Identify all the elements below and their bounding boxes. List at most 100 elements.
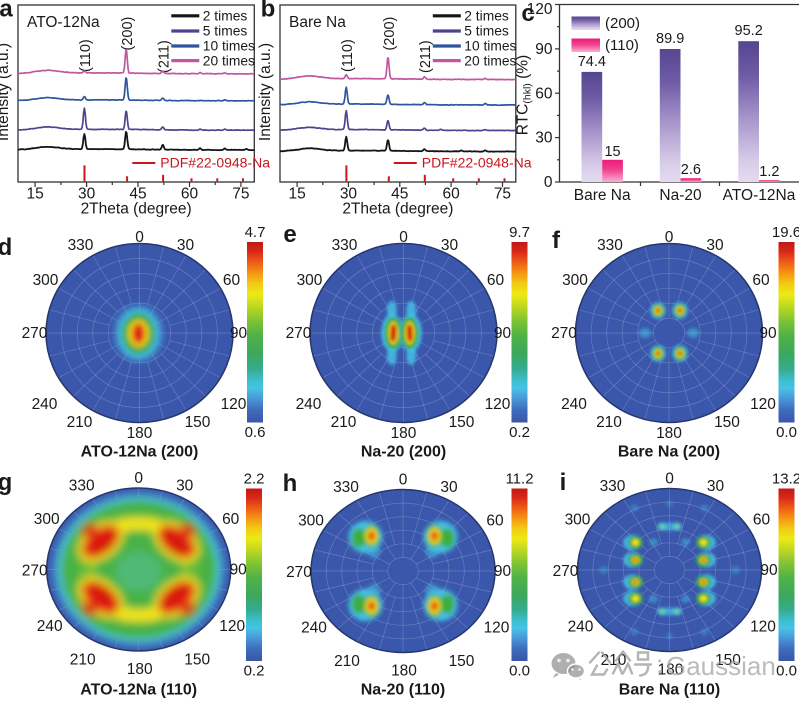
svg-text:0: 0 <box>665 471 674 488</box>
svg-text:2 times: 2 times <box>464 9 509 24</box>
svg-text:b: b <box>261 0 276 23</box>
svg-text:90: 90 <box>759 325 777 342</box>
svg-text:11.2: 11.2 <box>505 471 533 488</box>
svg-text:89.9: 89.9 <box>656 31 684 47</box>
svg-text:90: 90 <box>494 563 512 580</box>
svg-text:2 times: 2 times <box>203 9 248 24</box>
svg-text:d: d <box>0 234 12 261</box>
svg-text:0.6: 0.6 <box>245 424 266 441</box>
svg-text:30: 30 <box>441 237 459 254</box>
svg-text:19.6: 19.6 <box>772 224 799 241</box>
svg-text:0.2: 0.2 <box>244 663 265 680</box>
svg-text:95.2: 95.2 <box>735 23 763 39</box>
svg-text:75: 75 <box>494 186 511 203</box>
svg-text:30: 30 <box>177 237 195 254</box>
svg-text:210: 210 <box>70 652 96 669</box>
svg-text:Intensity (a.u.): Intensity (a.u.) <box>257 43 274 141</box>
svg-text:20 times: 20 times <box>464 53 516 68</box>
svg-text:180: 180 <box>391 663 417 680</box>
svg-text:330: 330 <box>68 237 94 254</box>
svg-text:330: 330 <box>333 479 359 496</box>
svg-text:300: 300 <box>297 272 323 289</box>
svg-text:(110): (110) <box>605 37 639 54</box>
svg-text:90: 90 <box>760 562 778 579</box>
svg-text:15: 15 <box>27 186 44 203</box>
svg-text:120: 120 <box>485 396 511 413</box>
svg-text:240: 240 <box>301 620 327 637</box>
svg-text:Bare Na (110): Bare Na (110) <box>619 682 720 699</box>
svg-text:30: 30 <box>176 478 194 495</box>
svg-text:30: 30 <box>707 478 725 495</box>
svg-text:2.2: 2.2 <box>244 471 265 488</box>
svg-text:h: h <box>283 470 298 497</box>
svg-text:ATO-12Na (110): ATO-12Na (110) <box>80 682 197 699</box>
svg-text:60: 60 <box>487 272 505 289</box>
svg-text:Intensity (a.u.): Intensity (a.u.) <box>0 43 12 141</box>
svg-text:240: 240 <box>568 619 594 636</box>
svg-text:(211): (211) <box>157 40 173 73</box>
svg-text:Bare Na: Bare Na <box>289 14 346 31</box>
svg-text:270: 270 <box>286 564 312 581</box>
svg-text:270: 270 <box>553 563 579 580</box>
svg-text:f: f <box>552 227 561 254</box>
svg-text:(211): (211) <box>418 40 434 73</box>
svg-text:240: 240 <box>561 396 587 413</box>
svg-text:240: 240 <box>32 396 58 413</box>
svg-text:330: 330 <box>69 478 95 495</box>
svg-text:5 times: 5 times <box>464 24 509 39</box>
svg-text:30: 30 <box>440 479 458 496</box>
svg-text:ATO-12Na (200): ATO-12Na (200) <box>81 444 199 461</box>
svg-text:60: 60 <box>535 85 553 102</box>
svg-text:300: 300 <box>34 511 60 528</box>
svg-text:45: 45 <box>129 186 146 203</box>
svg-text:2.6: 2.6 <box>681 162 701 178</box>
svg-text:180: 180 <box>658 662 684 679</box>
svg-text:PDF#22-0948-Na: PDF#22-0948-Na <box>160 155 270 171</box>
svg-text:(200): (200) <box>382 17 398 51</box>
svg-text:PDF#22-0948-Na: PDF#22-0948-Na <box>422 155 532 171</box>
svg-text:270: 270 <box>22 563 48 580</box>
svg-text:240: 240 <box>37 618 63 635</box>
svg-text:c: c <box>521 0 534 27</box>
svg-text:e: e <box>283 221 296 248</box>
svg-text:90: 90 <box>230 325 248 342</box>
svg-text:300: 300 <box>565 512 591 529</box>
svg-text:330: 330 <box>597 237 623 254</box>
svg-text:0: 0 <box>399 229 408 246</box>
svg-text:60: 60 <box>752 272 770 289</box>
svg-text:0: 0 <box>665 229 674 246</box>
svg-text:210: 210 <box>67 414 93 431</box>
svg-text:150: 150 <box>715 652 741 669</box>
svg-text:(110): (110) <box>340 39 356 72</box>
svg-text:180: 180 <box>656 425 682 442</box>
svg-text::: : <box>656 649 663 679</box>
svg-text:60: 60 <box>486 513 504 530</box>
svg-text:0.0: 0.0 <box>776 424 797 441</box>
svg-text:30: 30 <box>340 186 358 203</box>
svg-text:0: 0 <box>399 472 408 489</box>
svg-text:210: 210 <box>331 414 357 431</box>
svg-text:Gaussian: Gaussian <box>666 651 776 681</box>
svg-text:120: 120 <box>221 396 247 413</box>
svg-text:2Theta (degree): 2Theta (degree) <box>342 201 453 218</box>
svg-text:210: 210 <box>334 653 360 670</box>
svg-text:0.0: 0.0 <box>776 663 797 680</box>
svg-text:13.2: 13.2 <box>772 471 799 488</box>
svg-text:330: 330 <box>332 237 358 254</box>
svg-text:a: a <box>0 0 13 23</box>
svg-text:0.0: 0.0 <box>509 663 530 680</box>
svg-text:120: 120 <box>484 620 510 637</box>
svg-text:30: 30 <box>78 186 96 203</box>
svg-text:60: 60 <box>442 186 460 203</box>
svg-text:120: 120 <box>750 619 776 636</box>
svg-text:240: 240 <box>296 396 322 413</box>
svg-text:120: 120 <box>527 1 553 18</box>
svg-text:90: 90 <box>494 325 512 342</box>
svg-text:210: 210 <box>596 414 622 431</box>
svg-text:1.2: 1.2 <box>759 164 779 180</box>
svg-text:Na-20 (200): Na-20 (200) <box>361 444 446 461</box>
svg-text:90: 90 <box>230 562 248 579</box>
svg-text:300: 300 <box>562 272 588 289</box>
svg-text:300: 300 <box>298 513 324 530</box>
svg-text:10 times: 10 times <box>203 39 255 54</box>
